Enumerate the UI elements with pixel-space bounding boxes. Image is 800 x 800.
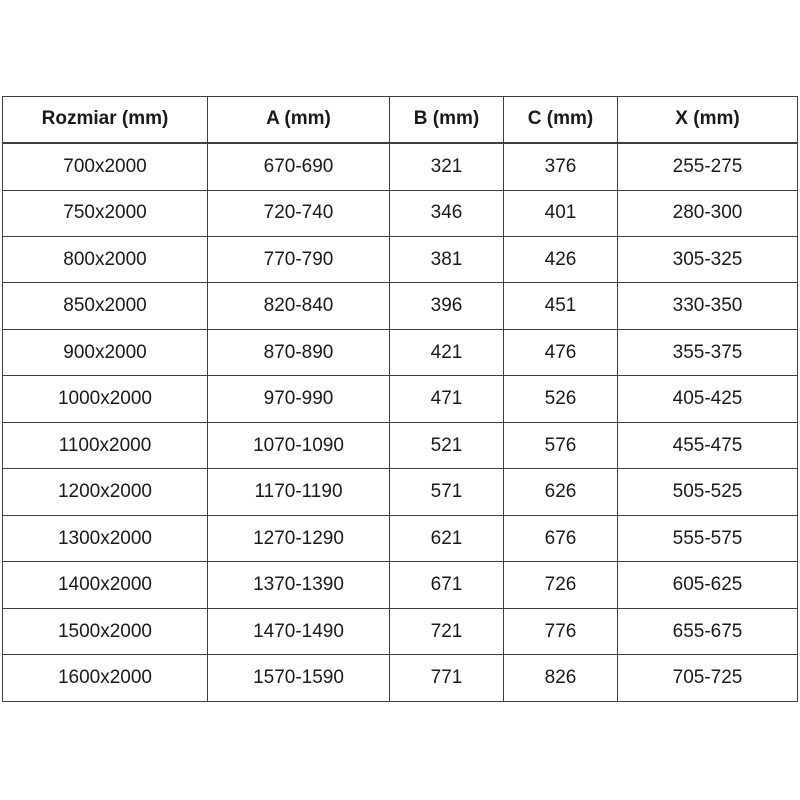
table-header-row: Rozmiar (mm) A (mm) B (mm) C (mm) X (mm) — [2, 96, 798, 144]
table-cell: 750x2000 — [2, 189, 208, 237]
table-cell: 576 — [503, 421, 618, 470]
dimensions-table: Rozmiar (mm) A (mm) B (mm) C (mm) X (mm) 700… — [2, 96, 798, 702]
table-cell: 605-625 — [617, 561, 798, 609]
table-cell: 355-375 — [617, 328, 798, 377]
table-cell: 621 — [389, 514, 504, 563]
table-cell: 670-690 — [207, 142, 390, 191]
table-cell: 1600x2000 — [2, 654, 208, 702]
table-cell: 1100x2000 — [2, 421, 208, 470]
table-cell: 555-575 — [617, 514, 798, 563]
table-cell: 1500x2000 — [2, 607, 208, 656]
table-cell: 396 — [389, 282, 504, 330]
table-cell: 1000x2000 — [2, 375, 208, 423]
table-cell: 721 — [389, 607, 504, 656]
table-cell: 471 — [389, 375, 504, 423]
table-body: 700x2000 670-690 321 376 255-275 750x2000 720-… — [2, 142, 798, 702]
table-cell: 451 — [503, 282, 618, 330]
column-header-3: C (mm) — [503, 96, 618, 144]
table-row: 1300x2000 1270-1290 621 676 555-575 — [2, 514, 798, 563]
table-cell: 800x2000 — [2, 235, 208, 284]
column-header-1: A (mm) — [207, 96, 390, 144]
table-cell: 280-300 — [617, 189, 798, 237]
column-header-2: B (mm) — [389, 96, 504, 144]
table-cell: 426 — [503, 235, 618, 284]
table-cell: 521 — [389, 421, 504, 470]
table-cell: 671 — [389, 561, 504, 609]
table-cell: 1170-1190 — [207, 468, 390, 516]
table-cell: 1370-1390 — [207, 561, 390, 609]
table-cell: 571 — [389, 468, 504, 516]
table-cell: 405-425 — [617, 375, 798, 423]
table-cell: 726 — [503, 561, 618, 609]
table-cell: 1570-1590 — [207, 654, 390, 702]
table-cell: 321 — [389, 142, 504, 191]
table-cell: 330-350 — [617, 282, 798, 330]
table-row: 1500x2000 1470-1490 721 776 655-675 — [2, 607, 798, 656]
table-cell: 1470-1490 — [207, 607, 390, 656]
table-row: 1600x2000 1570-1590 771 826 705-725 — [2, 654, 798, 702]
table-row: 1100x2000 1070-1090 521 576 455-475 — [2, 421, 798, 470]
table-cell: 770-790 — [207, 235, 390, 284]
table-cell: 870-890 — [207, 328, 390, 377]
table-row: 1000x2000 970-990 471 526 405-425 — [2, 375, 798, 423]
table-cell: 1270-1290 — [207, 514, 390, 563]
column-header-0: Rozmiar (mm) — [2, 96, 208, 144]
table-row: 800x2000 770-790 381 426 305-325 — [2, 235, 798, 284]
table-row: 700x2000 670-690 321 376 255-275 — [2, 142, 798, 191]
table-cell: 455-475 — [617, 421, 798, 470]
table-cell: 970-990 — [207, 375, 390, 423]
table-cell: 700x2000 — [2, 142, 208, 191]
table-cell: 305-325 — [617, 235, 798, 284]
table-cell: 346 — [389, 189, 504, 237]
table-cell: 1300x2000 — [2, 514, 208, 563]
table-row: 750x2000 720-740 346 401 280-300 — [2, 189, 798, 237]
table-cell: 850x2000 — [2, 282, 208, 330]
table-cell: 676 — [503, 514, 618, 563]
table-row: 850x2000 820-840 396 451 330-350 — [2, 282, 798, 330]
table-cell: 476 — [503, 328, 618, 377]
table-cell: 1200x2000 — [2, 468, 208, 516]
table-cell: 376 — [503, 142, 618, 191]
table-cell: 705-725 — [617, 654, 798, 702]
table-cell: 1400x2000 — [2, 561, 208, 609]
table-cell: 381 — [389, 235, 504, 284]
table-cell: 255-275 — [617, 142, 798, 191]
table-cell: 655-675 — [617, 607, 798, 656]
table-cell: 626 — [503, 468, 618, 516]
table-cell: 826 — [503, 654, 618, 702]
table-cell: 776 — [503, 607, 618, 656]
table-cell: 771 — [389, 654, 504, 702]
table-cell: 820-840 — [207, 282, 390, 330]
table-cell: 421 — [389, 328, 504, 377]
table-row: 1400x2000 1370-1390 671 726 605-625 — [2, 561, 798, 609]
table-cell: 900x2000 — [2, 328, 208, 377]
table-row: 1200x2000 1170-1190 571 626 505-525 — [2, 468, 798, 516]
table-cell: 401 — [503, 189, 618, 237]
table-cell: 720-740 — [207, 189, 390, 237]
table-cell: 1070-1090 — [207, 421, 390, 470]
table-cell: 526 — [503, 375, 618, 423]
table-row: 900x2000 870-890 421 476 355-375 — [2, 328, 798, 377]
table-cell: 505-525 — [617, 468, 798, 516]
column-header-4: X (mm) — [617, 96, 798, 144]
